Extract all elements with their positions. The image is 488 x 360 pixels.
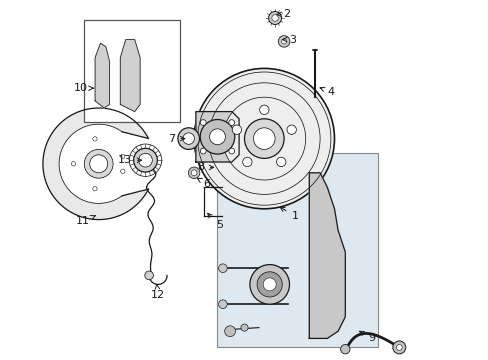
Polygon shape <box>43 108 148 220</box>
Circle shape <box>286 125 296 134</box>
Circle shape <box>276 157 285 167</box>
Circle shape <box>93 137 97 141</box>
Polygon shape <box>309 173 345 338</box>
Polygon shape <box>120 40 140 112</box>
Circle shape <box>278 36 289 47</box>
Circle shape <box>263 278 276 291</box>
Circle shape <box>218 264 227 273</box>
Circle shape <box>392 341 405 354</box>
Circle shape <box>223 97 305 180</box>
Circle shape <box>121 154 124 158</box>
Circle shape <box>84 149 113 178</box>
Circle shape <box>133 148 157 172</box>
Text: 7: 7 <box>168 134 184 144</box>
Circle shape <box>249 265 289 304</box>
Circle shape <box>188 167 200 179</box>
Circle shape <box>271 15 278 21</box>
Circle shape <box>71 162 76 166</box>
Circle shape <box>200 120 234 154</box>
Circle shape <box>178 128 199 149</box>
Circle shape <box>191 170 197 176</box>
Circle shape <box>144 271 153 280</box>
Circle shape <box>268 12 281 24</box>
Circle shape <box>93 186 97 191</box>
Text: 11: 11 <box>75 216 95 226</box>
Circle shape <box>253 128 275 149</box>
Circle shape <box>232 125 241 134</box>
Circle shape <box>218 300 227 309</box>
Text: 1: 1 <box>280 207 298 221</box>
Circle shape <box>200 120 206 125</box>
Circle shape <box>242 157 251 167</box>
Circle shape <box>121 169 124 174</box>
Polygon shape <box>95 43 109 108</box>
Circle shape <box>228 120 234 125</box>
Circle shape <box>194 68 334 209</box>
Text: 5: 5 <box>207 213 223 230</box>
Circle shape <box>396 345 401 350</box>
Text: 10: 10 <box>74 83 93 93</box>
Circle shape <box>139 153 152 167</box>
Circle shape <box>209 129 225 145</box>
Text: 3: 3 <box>282 35 296 45</box>
Circle shape <box>259 105 268 114</box>
Circle shape <box>200 148 206 154</box>
Circle shape <box>228 148 234 154</box>
Bar <box>217 153 377 347</box>
Polygon shape <box>196 112 239 162</box>
Text: 6: 6 <box>197 178 210 189</box>
Text: 2: 2 <box>277 9 290 19</box>
Circle shape <box>224 326 235 337</box>
Circle shape <box>340 345 349 354</box>
Text: 12: 12 <box>151 284 165 300</box>
Circle shape <box>244 119 284 158</box>
Text: 4: 4 <box>320 87 334 97</box>
Circle shape <box>257 272 282 297</box>
Circle shape <box>89 155 107 173</box>
Text: 13: 13 <box>118 155 142 165</box>
Text: 8: 8 <box>197 162 213 172</box>
Text: 9: 9 <box>359 331 375 343</box>
Circle shape <box>183 133 194 144</box>
Bar <box>84 20 179 122</box>
Circle shape <box>281 39 286 44</box>
Circle shape <box>241 324 247 331</box>
